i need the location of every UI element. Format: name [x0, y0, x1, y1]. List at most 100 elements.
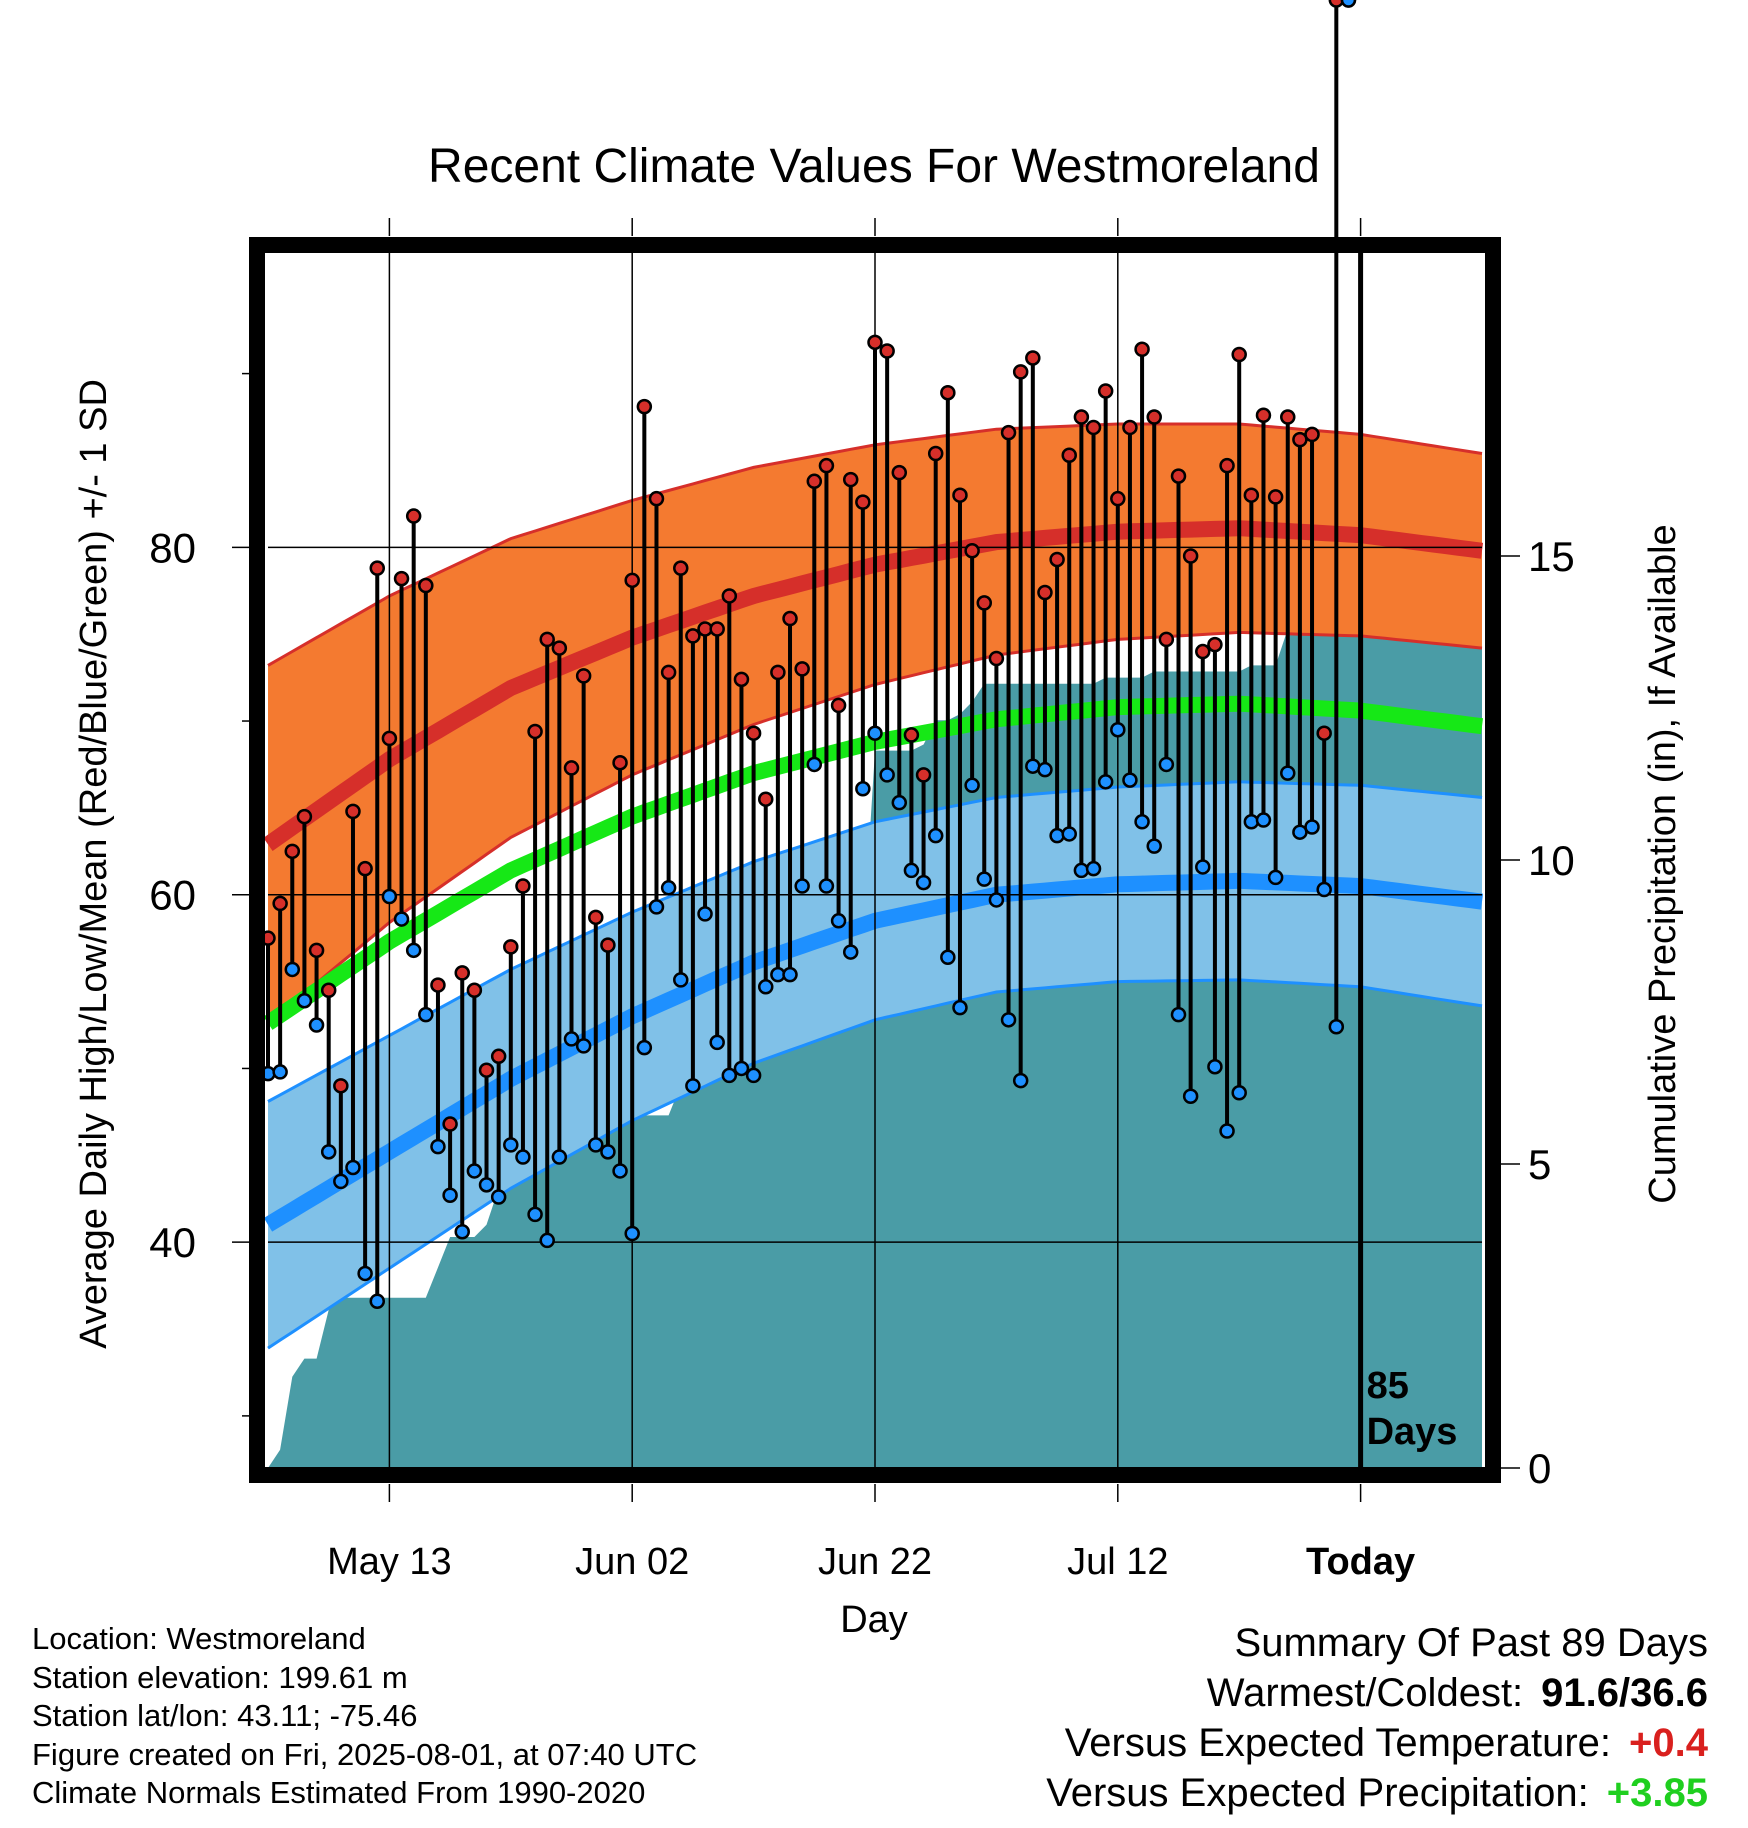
daily-low-point	[381, 888, 398, 905]
daily-high-point	[1170, 468, 1187, 484]
daily-low-point	[1061, 826, 1077, 842]
summary-title: Summary Of Past 89 Days	[1234, 1621, 1708, 1665]
summary-panel: Summary Of Past 89 Days Warmest/Coldest:…	[1046, 1618, 1708, 1818]
daily-high-point	[418, 577, 434, 594]
daily-high-point	[1231, 346, 1247, 363]
daily-high-point	[1146, 409, 1162, 425]
daily-high-point	[1195, 643, 1211, 660]
summary-temp-row: Versus Expected Temperature: +0.4	[1046, 1718, 1708, 1768]
daily-high-point	[1134, 341, 1150, 358]
daily-low-point	[733, 1060, 750, 1077]
y2-tick-label-1: 5	[1528, 1141, 1551, 1188]
daily-low-point	[1134, 814, 1150, 830]
daily-high-point	[442, 1116, 458, 1132]
daily-low-point	[1085, 860, 1102, 877]
daily-high-point	[296, 808, 313, 825]
daily-low-point	[466, 1163, 483, 1179]
daily-low-point	[1207, 1058, 1223, 1075]
daily-high-point	[1085, 419, 1102, 436]
warm-label: Warmest/Coldest:	[1206, 1671, 1524, 1715]
daily-low-point	[1170, 1006, 1187, 1023]
today-days-label-line: Days	[1367, 1411, 1458, 1453]
y-axis-label: Average Daily High/Low/Mean (Red/Blue/Gr…	[73, 379, 115, 1349]
daily-high-point	[867, 334, 883, 351]
normals-text: Climate Normals Estimated From 1990-2020	[32, 1775, 646, 1811]
daily-low-point	[296, 992, 313, 1009]
daily-low-point	[976, 871, 993, 887]
daily-high-point	[733, 671, 750, 688]
daily-low-point	[1195, 859, 1211, 875]
daily-high-point	[794, 661, 810, 677]
daily-high-point	[1267, 489, 1284, 505]
daily-high-point	[588, 909, 604, 926]
x-tick-label-4: Today	[1306, 1541, 1415, 1583]
daily-low-point	[660, 880, 677, 896]
daily-high-point	[1280, 409, 1296, 425]
daily-high-point	[393, 570, 410, 587]
daily-low-point	[418, 1006, 434, 1023]
daily-high-point	[345, 803, 361, 820]
daily-low-point	[612, 1163, 628, 1179]
latlon-text: Station lat/lon: 43.11; -75.46	[32, 1698, 418, 1734]
daily-high-point	[308, 942, 325, 959]
created-text: Figure created on Fri, 2025-08-01, at 07…	[32, 1736, 698, 1772]
daily-low-point	[478, 1177, 495, 1193]
daily-low-point	[1049, 827, 1065, 844]
daily-high-point	[515, 878, 531, 894]
plot-frame	[249, 237, 1501, 1483]
prcp-label: Versus Expected Precipitation:	[1046, 1771, 1589, 1815]
location-text: Location: Westmoreland	[32, 1621, 366, 1656]
daily-low-point	[1182, 1088, 1199, 1105]
daily-low-point	[1000, 1012, 1017, 1028]
daily-high-point	[1000, 424, 1017, 441]
daily-high-point	[539, 631, 555, 648]
daily-high-point	[1304, 426, 1320, 443]
daily-high-point	[466, 982, 483, 999]
daily-low-point	[648, 899, 665, 915]
daily-high-point	[660, 664, 677, 681]
daily-low-point	[806, 756, 823, 773]
daily-high-point	[685, 628, 701, 644]
daily-high-point	[320, 982, 337, 999]
daily-high-point	[903, 727, 920, 743]
daily-high-point	[757, 791, 774, 807]
daily-low-point	[940, 949, 956, 966]
daily-low-point	[539, 1232, 555, 1249]
elevation-text: Station elevation: 199.61 m	[32, 1659, 408, 1695]
daily-low-point	[369, 1293, 386, 1309]
daily-low-point	[1255, 812, 1272, 828]
daily-high-point	[636, 398, 653, 415]
daily-high-point	[612, 754, 628, 771]
daily-low-point	[867, 725, 883, 741]
daily-low-point	[964, 777, 980, 794]
daily-low-point	[1219, 1123, 1235, 1139]
daily-high-point	[952, 487, 968, 503]
y-tick-label-2: 80	[149, 524, 196, 571]
daily-high-point	[478, 1062, 495, 1078]
daily-high-point	[1061, 447, 1077, 463]
daily-high-point	[381, 730, 398, 747]
daily-low-point	[1073, 862, 1090, 879]
daily-high-point	[1122, 419, 1138, 436]
y-tick-label-0: 40	[149, 1219, 196, 1266]
prcp-value: +3.85	[1606, 1771, 1708, 1815]
daily-low-point	[782, 966, 798, 983]
daily-low-point	[721, 1067, 738, 1084]
station-info: Location: Westmoreland Station elevation…	[32, 1620, 697, 1813]
x-tick-label-3: Jul 12	[1067, 1541, 1168, 1583]
daily-high-point	[842, 471, 859, 488]
temp-label: Versus Expected Temperature:	[1064, 1721, 1612, 1765]
daily-low-point	[624, 1225, 640, 1242]
daily-low-point	[454, 1223, 470, 1240]
daily-high-point	[527, 723, 543, 740]
daily-high-point	[673, 560, 689, 576]
daily-low-point	[1146, 838, 1162, 854]
daily-low-point	[320, 1144, 337, 1160]
daily-low-point	[818, 878, 835, 894]
daily-high-point	[1110, 490, 1126, 507]
x-axis-label: Day	[840, 1599, 908, 1641]
daily-low-point	[1122, 772, 1138, 788]
plot-area: 85 Days 40 60 80 0 5 10 15 May 13 Jun 02 Jun 22 Jul …	[149, 0, 1575, 1583]
daily-low-point	[952, 999, 968, 1016]
